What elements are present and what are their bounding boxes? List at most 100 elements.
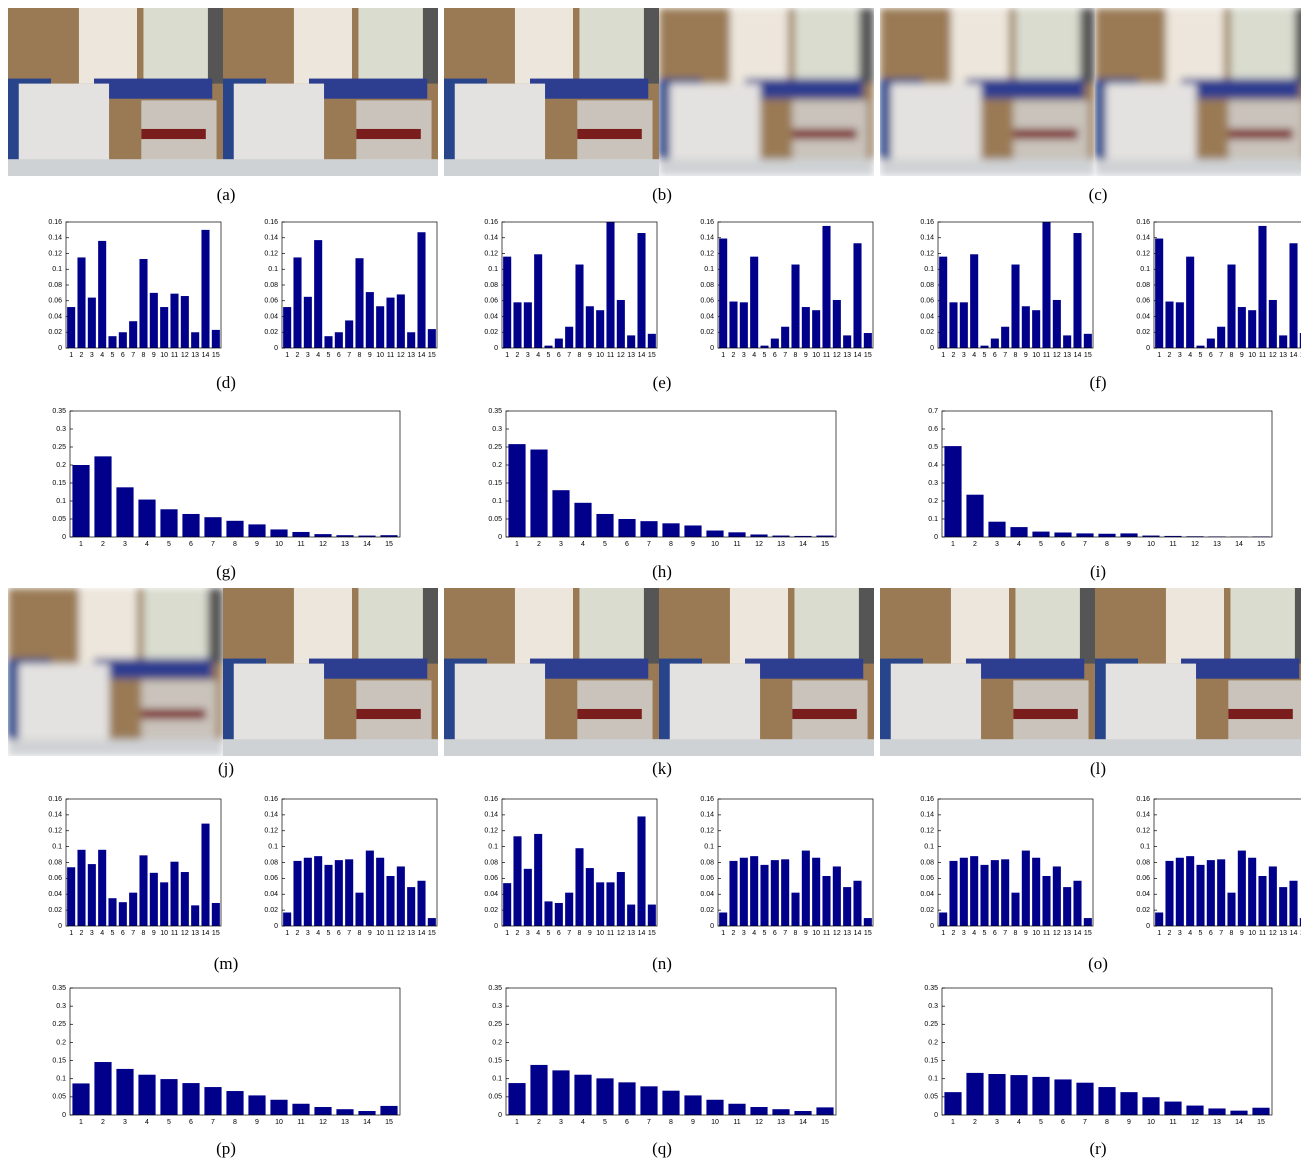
x-tick-label: 6: [557, 930, 561, 937]
x-tick-label: 9: [1240, 930, 1244, 937]
bar: [1155, 239, 1163, 348]
x-tick-label: 8: [578, 352, 582, 359]
x-tick-label: 4: [145, 1119, 149, 1126]
bar: [1238, 851, 1246, 926]
bar: [386, 876, 394, 926]
table: [1095, 159, 1301, 176]
y-tick-label: 0: [1146, 923, 1150, 930]
y-tick-label: 0.1: [488, 843, 498, 850]
y-tick-label: 0.1: [704, 843, 714, 850]
y-tick-label: 0.04: [48, 313, 62, 320]
y-tick-label: 0.1: [924, 266, 934, 273]
x-tick-label: 13: [1063, 352, 1071, 359]
bar: [864, 333, 872, 348]
bar: [637, 233, 645, 348]
bar: [812, 858, 820, 926]
y-tick-label: 0.02: [484, 907, 498, 914]
bar: [1076, 1083, 1093, 1115]
red-book: [577, 129, 642, 139]
x-tick-label: 10: [1147, 1119, 1155, 1126]
x-tick-label: 15: [1257, 1119, 1265, 1126]
x-tick-label: 13: [341, 541, 349, 548]
x-tick-label: 13: [191, 930, 199, 937]
y-tick-label: 0.14: [920, 812, 934, 819]
bar: [67, 307, 75, 348]
y-tick-label: 0: [930, 923, 934, 930]
bar: [150, 873, 158, 926]
x-tick-label: 6: [773, 930, 777, 937]
x-tick-label: 15: [648, 930, 656, 937]
x-tick-label: 6: [1209, 352, 1213, 359]
bar: [335, 860, 343, 926]
y-tick-label: 0: [498, 534, 502, 541]
y-tick-label: 0.02: [700, 907, 714, 914]
x-tick-label: 3: [962, 930, 966, 937]
x-tick-label: 1: [941, 930, 945, 937]
x-tick-label: 14: [1074, 930, 1082, 937]
y-tick-label: 0: [62, 1112, 66, 1119]
bar: [586, 868, 594, 926]
y-tick-label: 0.04: [920, 313, 934, 320]
x-tick-label: 15: [1257, 541, 1265, 548]
photo: [8, 588, 223, 756]
bar: [530, 450, 547, 537]
book-cover: [951, 8, 1009, 84]
x-tick-label: 6: [189, 541, 193, 548]
x-tick-label: 11: [297, 1119, 304, 1126]
bar: [949, 861, 957, 926]
y-tick-label: 0.1: [52, 266, 62, 273]
y-tick-label: 0.14: [700, 812, 714, 819]
x-tick-label: 10: [376, 352, 384, 359]
bar: [606, 222, 614, 348]
bar: [212, 903, 220, 926]
x-tick-label: 5: [111, 352, 115, 359]
bar: [640, 1086, 657, 1115]
y-tick-label: 0.1: [492, 498, 502, 505]
bar: [1084, 918, 1092, 926]
y-tick-label: 0.12: [264, 250, 278, 257]
y-tick-label: 0.35: [52, 985, 66, 992]
bar: [314, 856, 322, 926]
bar: [706, 1100, 723, 1115]
x-tick-label: 1: [505, 352, 509, 359]
red-book: [1013, 709, 1078, 719]
checker: [423, 8, 438, 84]
bar: [248, 524, 265, 537]
y-tick-label: 0.12: [1136, 828, 1150, 835]
bar: [966, 1073, 983, 1115]
y-tick-label: 0.04: [700, 891, 714, 898]
x-tick-label: 8: [358, 352, 362, 359]
bar: [791, 265, 799, 348]
y-tick-label: 0.08: [920, 282, 934, 289]
bar: [565, 327, 573, 348]
table: [444, 739, 659, 756]
y-tick-label: 0.04: [700, 313, 714, 320]
bar: [1238, 307, 1246, 348]
bar: [67, 867, 75, 926]
bar: [534, 834, 542, 926]
bar: [181, 296, 189, 348]
x-tick-label: 12: [319, 1119, 327, 1126]
x-tick-label: 4: [145, 541, 149, 548]
x-tick-label: 5: [1039, 541, 1043, 548]
bar: [116, 487, 133, 537]
panel-caption: (d): [216, 373, 236, 392]
bar: [1120, 533, 1137, 537]
bar: [1289, 243, 1297, 348]
y-tick-label: 0.15: [488, 480, 502, 487]
bar: [1098, 1087, 1115, 1115]
open-book: [234, 664, 324, 748]
bar: [648, 905, 656, 926]
x-tick-label: 13: [191, 352, 199, 359]
x-tick-label: 6: [1061, 1119, 1065, 1126]
x-tick-label: 5: [327, 930, 331, 937]
y-tick-label: 0.25: [488, 1021, 502, 1028]
y-tick-label: 0.05: [488, 1094, 502, 1101]
open-book: [455, 664, 545, 748]
bar: [355, 258, 363, 348]
bar: [1010, 1075, 1027, 1115]
x-tick-label: 2: [952, 930, 956, 937]
x-tick-label: 7: [347, 352, 351, 359]
bar: [1001, 327, 1009, 348]
x-tick-label: 14: [799, 1119, 807, 1126]
